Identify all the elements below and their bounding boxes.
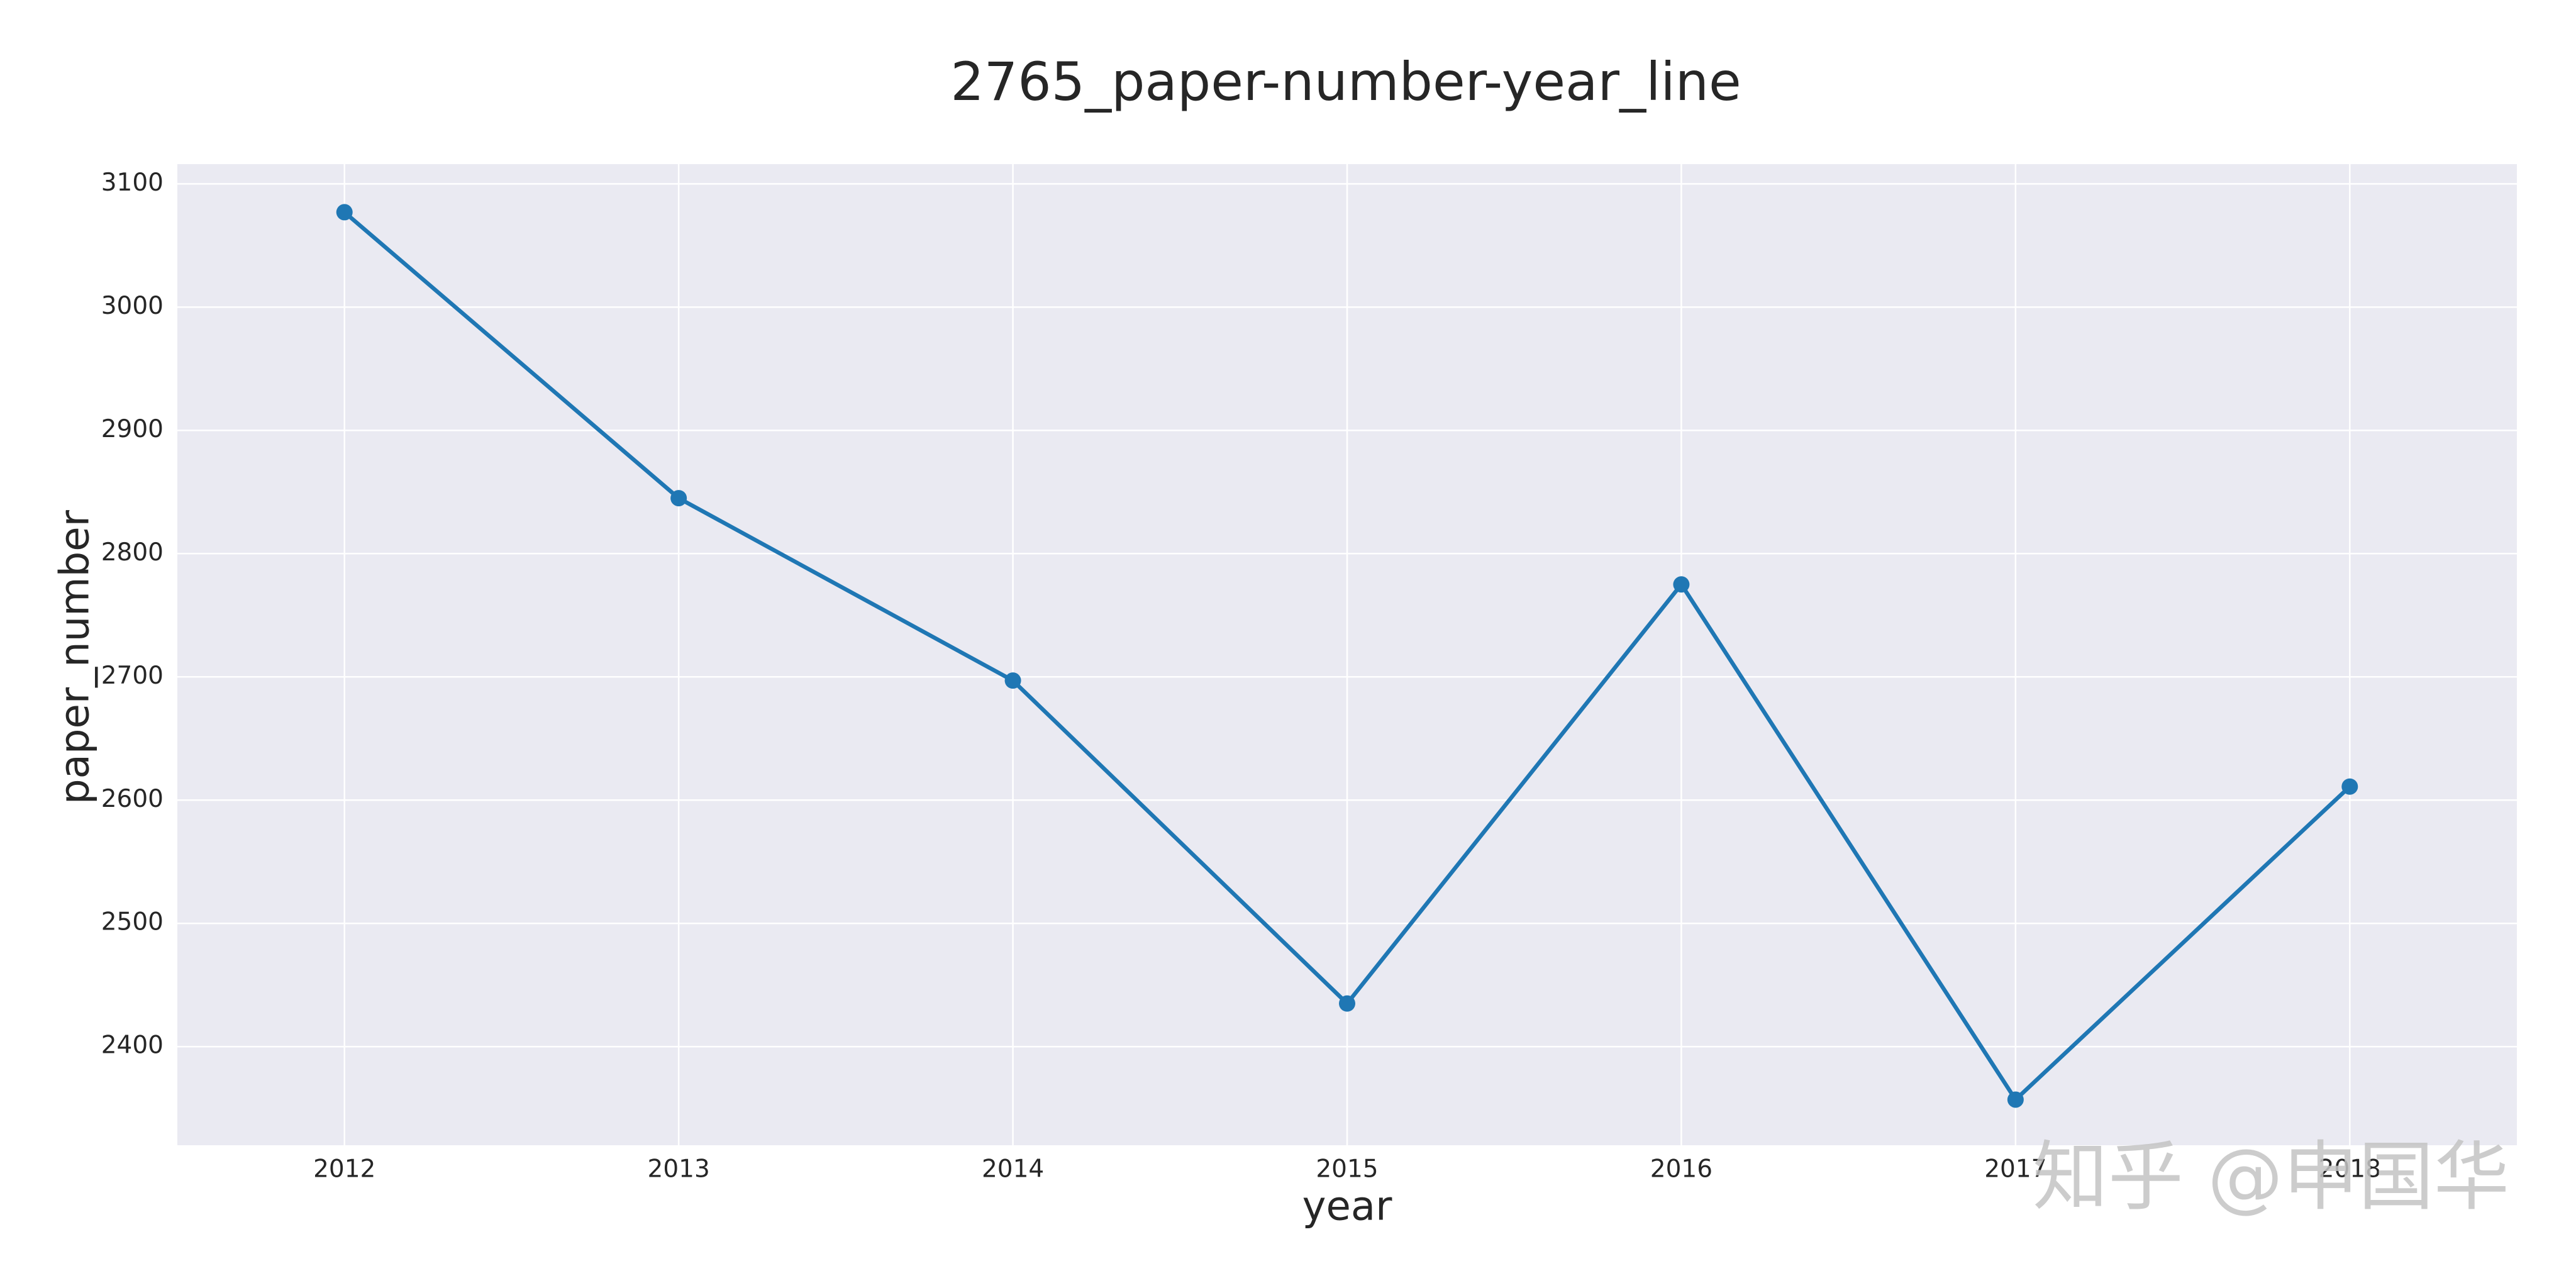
data-point [1673,576,1690,593]
data-point [2341,778,2358,795]
data-point [336,204,353,221]
data-point [1004,672,1021,689]
y-tick-label: 3000 [101,292,164,320]
x-tick-label: 2013 [648,1155,710,1184]
x-tick-label: 2012 [313,1155,375,1184]
y-tick-label: 2600 [101,785,164,813]
x-tick-label: 2014 [982,1155,1044,1184]
x-axis-label: year [1302,1184,1392,1230]
watermark: 知乎 @申国华 [2033,1134,2509,1221]
y-tick-label: 2500 [101,908,164,936]
data-point [2007,1091,2024,1108]
y-axis-label: paper_number [52,509,99,804]
x-tick-label: 2018 [2319,1155,2381,1184]
x-tick-label: 2016 [1650,1155,1713,1184]
chart-title: 2765_paper-number-year_line [950,51,1741,113]
x-tick-label: 2015 [1316,1155,1378,1184]
y-tick-label: 2700 [101,662,164,690]
data-point [670,490,687,507]
y-tick-label: 2800 [101,538,164,567]
y-tick-label: 2900 [101,415,164,443]
x-tick-label: 2017 [1984,1155,2046,1184]
y-tick-label: 2400 [101,1031,164,1060]
y-tick-label: 3100 [101,169,164,197]
data-point [1339,995,1355,1012]
